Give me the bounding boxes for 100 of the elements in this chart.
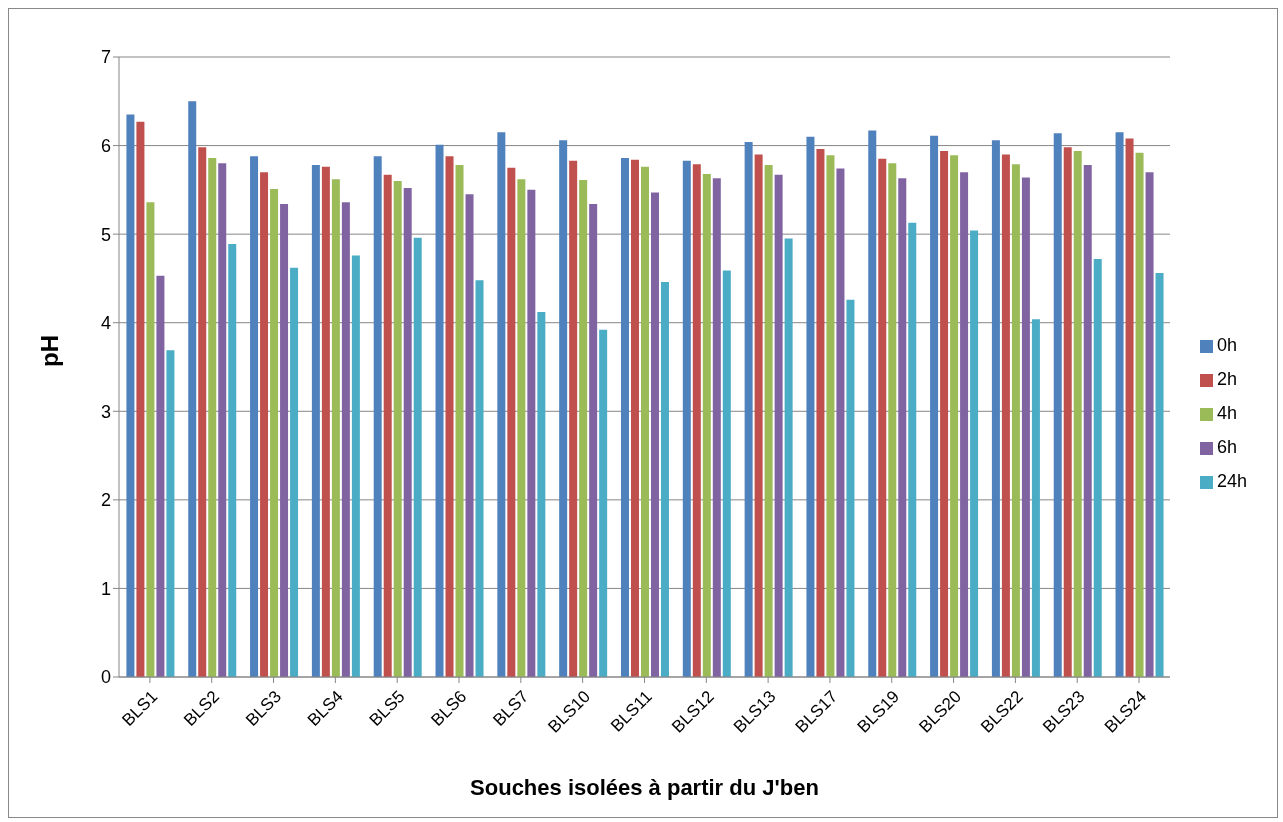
bar [878, 158, 887, 677]
bar [126, 114, 135, 677]
bar [950, 155, 959, 677]
bar [188, 101, 197, 677]
bar [465, 194, 474, 677]
bar [940, 150, 949, 677]
bar [569, 160, 578, 677]
bar [1115, 132, 1124, 677]
bar [744, 142, 753, 677]
bar [702, 173, 711, 677]
y-tick-label: 1 [100, 578, 111, 599]
bar [806, 136, 815, 677]
bar [930, 135, 939, 677]
bar [270, 188, 279, 677]
bar [898, 178, 907, 677]
bar [507, 167, 516, 677]
y-axis-title: pH [35, 335, 63, 367]
bar [774, 174, 783, 677]
legend-label: 4h [1216, 403, 1237, 423]
legend-label: 6h [1216, 437, 1237, 457]
bar [517, 179, 526, 677]
bar [250, 156, 259, 677]
bar [156, 275, 165, 677]
bar [970, 230, 979, 677]
bar [1135, 152, 1144, 677]
bar [559, 140, 568, 677]
bar [351, 255, 360, 677]
bar [868, 130, 877, 677]
bar [403, 188, 412, 677]
bar [826, 155, 835, 677]
bar [1073, 150, 1082, 677]
bar [1031, 319, 1040, 677]
bar [836, 168, 845, 677]
bar [228, 243, 237, 677]
bar [640, 166, 649, 677]
bar [260, 172, 269, 677]
y-tick-label: 4 [100, 313, 111, 334]
bar [620, 157, 629, 677]
legend-label: 24h [1216, 471, 1247, 491]
bar [373, 156, 382, 677]
bar [754, 154, 763, 677]
bar [383, 174, 392, 677]
bar [764, 165, 773, 677]
bar [888, 163, 897, 677]
bar [1145, 172, 1154, 677]
bar [527, 189, 536, 677]
bar [311, 165, 320, 677]
y-tick-label: 5 [100, 224, 111, 245]
bar [1093, 258, 1102, 677]
bar [599, 329, 608, 677]
bar [1063, 147, 1072, 677]
bar [1011, 164, 1020, 677]
bar [712, 178, 721, 677]
bar [331, 179, 340, 677]
bar [413, 237, 422, 677]
bar [1053, 133, 1062, 677]
bar [136, 121, 145, 677]
bar [445, 156, 454, 677]
bar [960, 172, 969, 677]
legend-label: 2h [1216, 369, 1237, 389]
bar [630, 159, 639, 677]
bar [650, 192, 659, 677]
legend-label: 0h [1216, 335, 1237, 355]
bar [166, 350, 175, 677]
y-tick-label: 6 [100, 135, 111, 156]
y-tick-label: 2 [100, 490, 111, 511]
bar [908, 222, 917, 677]
bar [435, 144, 444, 677]
y-tick-label: 0 [100, 667, 111, 688]
bar [537, 312, 546, 677]
bar [146, 202, 155, 677]
y-tick-label: 7 [100, 47, 111, 68]
bar [290, 267, 299, 677]
bar [722, 270, 731, 677]
bar [692, 164, 701, 677]
bar [455, 165, 464, 677]
bar [1125, 138, 1134, 677]
bar [816, 149, 825, 677]
bar [1021, 177, 1030, 677]
bar [475, 280, 484, 677]
bar [991, 140, 1000, 677]
bar [682, 160, 691, 677]
bar [1155, 273, 1164, 677]
bar [579, 180, 588, 677]
x-axis-title: Souches isolées à partir du J'ben [470, 775, 819, 800]
bar [497, 132, 506, 677]
bar [660, 281, 669, 677]
bar [208, 157, 217, 677]
bar [341, 202, 350, 677]
bar [198, 147, 207, 677]
bar [1083, 165, 1092, 677]
bar [393, 181, 402, 677]
bar [321, 166, 330, 677]
bar [846, 299, 855, 677]
bar [1001, 154, 1010, 677]
y-tick-label: 3 [100, 401, 111, 422]
bar [589, 204, 598, 677]
bar [218, 163, 227, 677]
bar [784, 238, 793, 677]
bar [280, 204, 289, 677]
